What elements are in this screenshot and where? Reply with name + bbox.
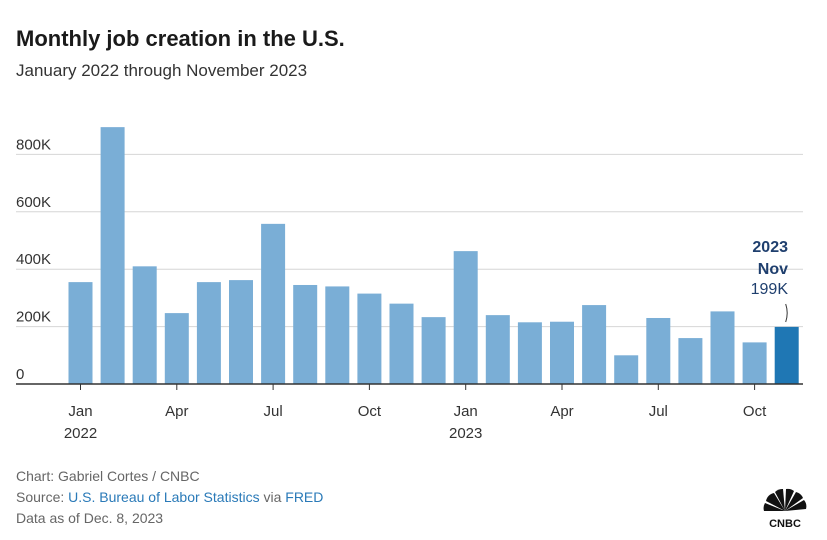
cnbc-logo-text: CNBC [769, 518, 801, 530]
bar [517, 322, 542, 384]
bls-link[interactable]: U.S. Bureau of Labor Statistics [68, 489, 260, 505]
x-tick-label: Jul [264, 403, 283, 420]
chart-subtitle: January 2022 through November 2023 [16, 61, 308, 80]
source-line: Source: U.S. Bureau of Labor Statistics … [16, 489, 323, 505]
bar [485, 315, 510, 384]
x-tick-label: Jan [454, 403, 478, 420]
y-tick-label: 600K [16, 194, 51, 211]
annotation-year: 2023 [752, 239, 788, 256]
fred-link[interactable]: FRED [285, 489, 324, 505]
x-tick-year-label: 2023 [449, 425, 482, 442]
data-date: Data as of Dec. 8, 2023 [16, 510, 164, 526]
y-tick-label: 400K [16, 251, 51, 268]
source-prefix: Source: [16, 489, 69, 505]
bar [742, 342, 767, 384]
bar [293, 284, 318, 384]
bar [710, 311, 735, 384]
x-tick-label: Apr [165, 403, 188, 420]
annotation-month: Nov [758, 261, 788, 278]
x-tick-label: Oct [743, 403, 767, 420]
y-tick-label: 800K [16, 136, 51, 153]
bar [229, 280, 253, 384]
bar [132, 266, 157, 384]
bar [389, 303, 414, 384]
bar [550, 321, 574, 384]
bar [421, 317, 446, 384]
bar [196, 282, 221, 384]
cnbc-logo-icon: CNBC [763, 488, 807, 530]
x-tick-label: Oct [358, 403, 382, 420]
x-tick-label: Apr [550, 403, 573, 420]
bar [774, 326, 799, 384]
bar [261, 223, 286, 384]
x-tick-label: Jul [649, 403, 668, 420]
bar [357, 293, 382, 384]
y-tick-label: 200K [16, 309, 51, 326]
bar [100, 127, 125, 384]
y-tick-label: 0 [16, 366, 24, 383]
annotation-leader [785, 303, 788, 323]
chart-credit: Chart: Gabriel Cortes / CNBC [16, 468, 200, 484]
x-tick-label: Jan [68, 403, 92, 420]
bar [453, 251, 478, 384]
bar [325, 286, 350, 384]
bar [582, 305, 607, 384]
bar [678, 338, 703, 384]
x-tick-year-label: 2022 [64, 425, 97, 442]
bar [68, 282, 93, 384]
bar [164, 313, 189, 384]
bar [646, 317, 671, 384]
bar-chart: 0 200K 400K 600K 800K Jan 2022 Apr Jul Oct Jan 2023… [16, 127, 803, 442]
chart-title: Monthly job creation in the U.S. [16, 26, 345, 51]
source-via: via [259, 489, 286, 505]
annotation-value: 199K [751, 281, 789, 298]
bar [614, 355, 639, 384]
